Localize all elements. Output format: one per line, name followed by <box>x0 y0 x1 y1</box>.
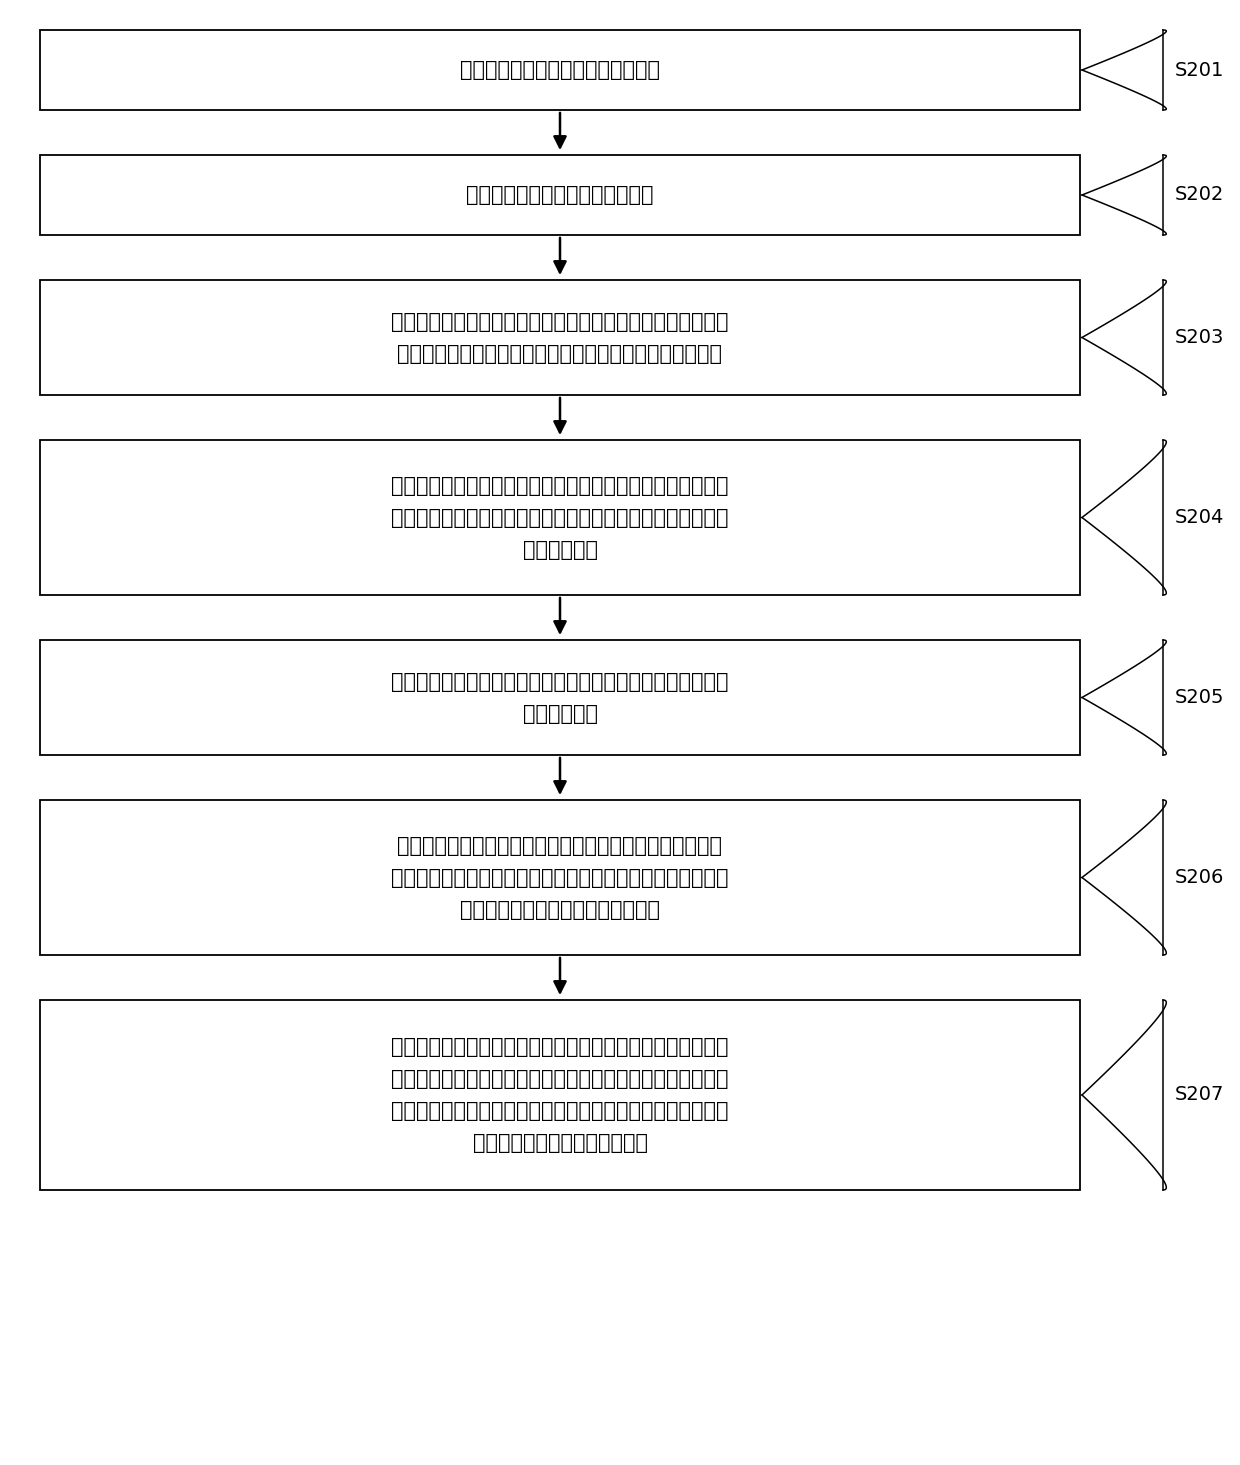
Text: 建立二氧化碳的井筒压力计算模型，该井筒压力计算模型包括: 建立二氧化碳的井筒压力计算模型，该井筒压力计算模型包括 <box>392 312 729 331</box>
Text: S203: S203 <box>1176 328 1224 347</box>
Text: 喷嘴后的压力计算方程、二氧化碳流过喷嘴后的温度计算方程: 喷嘴后的压力计算方程、二氧化碳流过喷嘴后的温度计算方程 <box>392 1069 729 1088</box>
Text: 井筒内压力计算方程及二氧化碳流过喷嘴后的压力计算方程: 井筒内压力计算方程及二氧化碳流过喷嘴后的压力计算方程 <box>398 343 723 363</box>
Bar <box>40 640 1080 754</box>
Text: S205: S205 <box>1176 689 1225 708</box>
Bar <box>40 280 1080 396</box>
Text: 建立二氧化碳的物性参数计算模型: 建立二氧化碳的物性参数计算模型 <box>466 185 653 205</box>
Text: S207: S207 <box>1176 1086 1224 1105</box>
Text: 井筒内温度计算方程、二氧化碳流过喷嘴后的温度计算方程及: 井筒内温度计算方程、二氧化碳流过喷嘴后的温度计算方程及 <box>392 507 729 527</box>
Text: 基于地层参数、完井参数及施工参数，结合物性参数计算模: 基于地层参数、完井参数及施工参数，结合物性参数计算模 <box>398 835 723 856</box>
Text: 型、数値离散模型，计算不同施工参数下井筒内自上至下最后: 型、数値离散模型，计算不同施工参数下井筒内自上至下最后 <box>392 867 729 888</box>
Text: 度和压力，以优化所述施工参数: 度和压力，以优化所述施工参数 <box>472 1132 647 1153</box>
Text: S204: S204 <box>1176 508 1224 527</box>
Bar <box>40 800 1080 955</box>
Bar <box>40 440 1080 595</box>
Text: 数値离散模型: 数値离散模型 <box>522 703 598 724</box>
Text: 温度混合方程: 温度混合方程 <box>522 539 598 560</box>
Bar <box>40 1001 1080 1190</box>
Text: 根据最后一个节点处的二氧化碳的温度和压力，二氧化碳流过: 根据最后一个节点处的二氧化碳的温度和压力，二氧化碳流过 <box>392 1037 729 1058</box>
Text: S202: S202 <box>1176 186 1224 205</box>
Bar <box>40 29 1080 110</box>
Text: 及温度混合方程，计算不同施工参数下喷射点处二氧化碳的温: 及温度混合方程，计算不同施工参数下喷射点处二氧化碳的温 <box>392 1102 729 1121</box>
Text: 建立二氧化碳的井筒温度计算模型，该井筒压力计算模型包括: 建立二氧化碳的井筒温度计算模型，该井筒压力计算模型包括 <box>392 476 729 495</box>
Bar <box>40 155 1080 234</box>
Text: 获取地层参数、完井参数及施工参数: 获取地层参数、完井参数及施工参数 <box>460 60 660 81</box>
Text: 一个节点处的二氧化碳的温度和压力: 一个节点处的二氧化碳的温度和压力 <box>460 900 660 920</box>
Text: S206: S206 <box>1176 867 1224 886</box>
Text: S201: S201 <box>1176 60 1224 79</box>
Text: 对井筒内压力计算方程和井筒内压力计算方程进行离散，得到: 对井筒内压力计算方程和井筒内压力计算方程进行离散，得到 <box>392 671 729 691</box>
